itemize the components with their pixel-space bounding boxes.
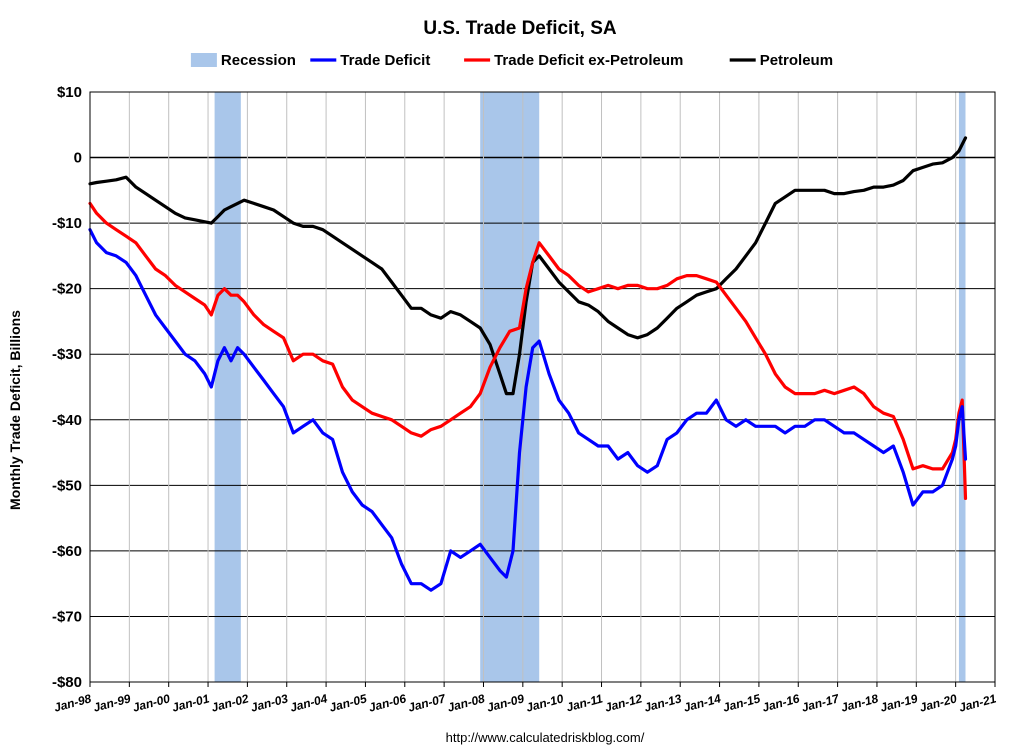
x-tick-label: Jan-06 (367, 691, 408, 714)
chart-title: U.S. Trade Deficit, SA (423, 18, 616, 39)
legend-swatch-recession (190, 53, 217, 67)
y-tick-label: -$20 (52, 281, 82, 298)
y-tick-label: -$70 (52, 608, 82, 625)
x-tick-label: Jan-10 (525, 691, 566, 714)
x-tick-label: Jan-02 (210, 691, 251, 714)
x-tick-label: Jan-12 (603, 691, 644, 714)
x-tick-label: Jan-16 (761, 691, 802, 714)
y-axis-label: Monthly Trade Deficit, Billions (7, 310, 23, 510)
recession-band (214, 92, 241, 682)
x-tick-label: Jan-13 (643, 691, 684, 714)
x-tick-label: Jan-20 (918, 691, 959, 714)
series-line-trade-deficit-ex-petroleum (88, 201, 968, 500)
x-tick-label: Jan-99 (92, 691, 133, 714)
x-tick-label: Jan-04 (289, 691, 330, 714)
x-tick-label: Jan-09 (485, 691, 526, 714)
legend-label-petroleum: Petroleum (760, 52, 833, 69)
x-tick-label: Jan-00 (131, 691, 172, 714)
x-tick-label: Jan-07 (407, 691, 449, 715)
series-line-trade-deficit (88, 228, 968, 592)
x-tick-label: Jan-15 (721, 691, 762, 714)
y-tick-label: 0 (74, 150, 82, 167)
x-tick-label: Jan-14 (682, 691, 723, 714)
legend-label-trade-deficit-ex-petroleum: Trade Deficit ex-Petroleum (494, 52, 683, 69)
plot-frame (89, 91, 996, 683)
x-tick-label: Jan-05 (328, 691, 369, 714)
y-tick-label: $10 (57, 84, 82, 101)
legend-label-recession: Recession (221, 52, 296, 69)
recession-band (480, 92, 540, 682)
x-tick-label: Jan-98 (52, 691, 93, 714)
x-tick-label: Jan-08 (446, 691, 487, 714)
y-axis-ticks: $10 0 -$10 -$20 -$30 -$40 -$50 -$60 -$70 -$80 (52, 84, 82, 691)
x-tick-label: Jan-11 (565, 691, 605, 714)
recession-band (958, 92, 966, 682)
x-tick-label: Jan-01 (170, 691, 211, 714)
series-lines (88, 136, 968, 592)
x-tick-label: Jan-19 (879, 691, 920, 714)
y-tick-label: -$30 (52, 346, 82, 363)
y-tick-label: -$10 (52, 215, 82, 232)
chart-legend: Recession Trade Deficit Trade Deficit ex-P… (190, 52, 833, 69)
source-url: http://www.calculatedriskblog.com/ (446, 730, 645, 745)
x-axis-ticks: Jan-98Jan-99Jan-00Jan-01Jan-02Jan-03Jan-… (52, 682, 998, 715)
legend-label-trade-deficit: Trade Deficit (340, 52, 430, 69)
x-tick-label: Jan-21 (957, 691, 998, 714)
series-line-petroleum (88, 136, 968, 396)
y-tick-label: -$60 (52, 543, 82, 560)
recession-bands (214, 92, 966, 682)
x-tick-label: Jan-03 (249, 691, 290, 714)
y-tick-label: -$50 (52, 477, 82, 494)
y-tick-label: -$40 (52, 412, 82, 429)
x-tick-label: Jan-18 (839, 691, 880, 714)
y-tick-label: -$80 (52, 674, 82, 691)
x-tick-label: Jan-17 (800, 691, 842, 715)
